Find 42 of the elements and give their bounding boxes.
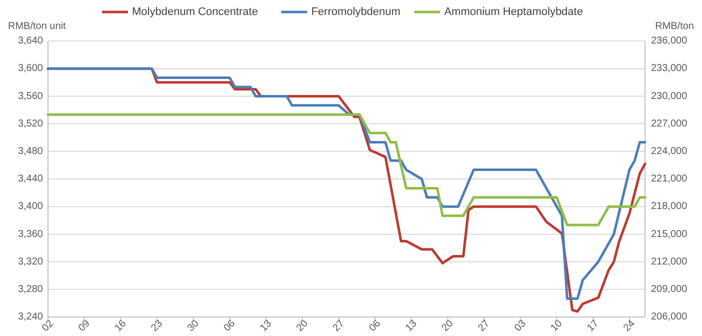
x-tick-label: 23	[149, 318, 166, 334]
y2-tick-label: 227,000	[651, 118, 688, 130]
y2-tick-label: 206,000	[651, 312, 688, 323]
y-tick-label: 3,320	[18, 256, 44, 268]
y2-tick-label: 236,000	[651, 36, 688, 47]
x-tick-label: 20	[440, 318, 456, 334]
y-tick-label: 3,600	[18, 63, 44, 74]
x-tick-label: 13	[258, 318, 274, 334]
x-tick-label: 30	[186, 318, 202, 334]
y-tick-label: 3,520	[18, 118, 44, 130]
y2-tick-label: 215,000	[651, 228, 688, 240]
legend-label: Molybdenum Concentrate	[132, 6, 258, 18]
y-axis-title: RMB/ton unit	[8, 21, 66, 32]
y-tick-label: 3,400	[18, 201, 44, 212]
x-tick-label: 16	[112, 318, 129, 334]
x-tick-label: 09	[76, 318, 93, 334]
x-tick-label: 06	[222, 318, 238, 334]
y2-tick-label: 221,000	[651, 174, 688, 185]
y-tick-label: 3,640	[18, 36, 44, 47]
y-tick-label: 3,360	[18, 228, 44, 240]
x-tick-label: 13	[404, 318, 420, 334]
legend-label: Ferromolybdenum	[311, 6, 400, 18]
y2-tick-label: 233,000	[651, 63, 688, 74]
y2-tick-label: 230,000	[651, 90, 688, 102]
y-tick-label: 3,280	[18, 284, 44, 296]
y2-axis-title: RMB/ton	[655, 21, 694, 32]
y-tick-label: 3,560	[18, 90, 44, 102]
x-tick-label: 06	[367, 318, 384, 334]
y2-tick-label: 218,000	[651, 201, 688, 212]
x-tick-label: 10	[549, 318, 565, 334]
x-tick-label: 17	[585, 318, 602, 334]
x-tick-label: 03	[512, 318, 529, 334]
x-tick-label: 27	[330, 318, 347, 334]
x-tick-label: 24	[622, 318, 638, 334]
legend-label: Ammonium Heptamolybdate	[444, 6, 583, 18]
y2-tick-label: 209,000	[651, 284, 688, 296]
y2-tick-label: 212,000	[651, 256, 688, 268]
y2-tick-label: 224,000	[651, 146, 688, 158]
x-tick-label: 20	[294, 318, 311, 334]
y-tick-label: 3,440	[18, 174, 44, 185]
x-tick-label: 27	[476, 318, 492, 334]
y-tick-label: 3,480	[18, 146, 44, 158]
